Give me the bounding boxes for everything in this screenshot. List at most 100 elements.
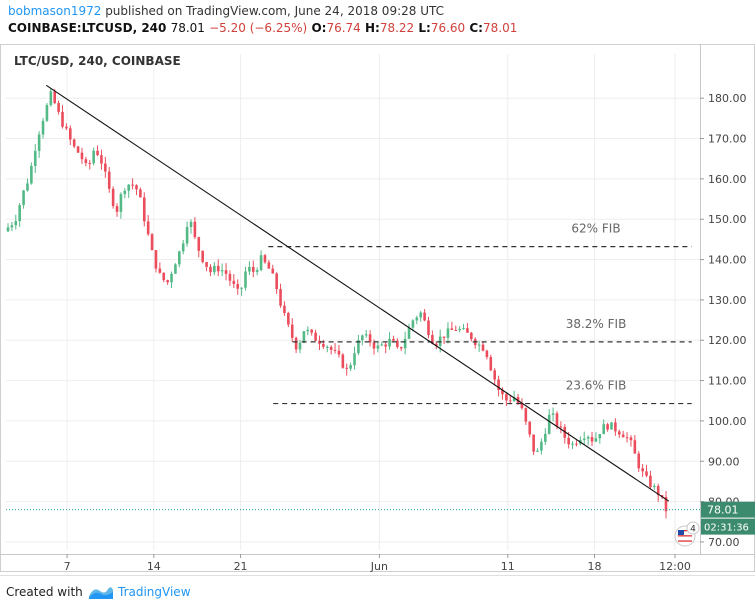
y-tick-label: 170.00 bbox=[708, 133, 747, 146]
y-tick-label: 120.00 bbox=[708, 334, 747, 347]
candle-body bbox=[477, 344, 481, 346]
trend-line bbox=[45, 84, 670, 502]
candle-body bbox=[181, 243, 185, 252]
candle-body bbox=[49, 91, 53, 106]
candle-body bbox=[18, 205, 21, 222]
candle-body bbox=[547, 414, 551, 434]
candle-body bbox=[434, 343, 438, 347]
candle-body bbox=[158, 268, 162, 273]
candle-body bbox=[664, 496, 668, 512]
low-value: 76.60 bbox=[430, 21, 466, 35]
candle-body bbox=[470, 332, 473, 340]
candle-body bbox=[244, 271, 247, 288]
candle-body bbox=[72, 139, 76, 147]
candle-body bbox=[166, 280, 169, 283]
candle-body bbox=[551, 413, 555, 415]
candle-body bbox=[466, 328, 469, 333]
candle-body bbox=[150, 234, 154, 251]
candle-body bbox=[123, 190, 127, 195]
author-link[interactable]: bobmason1972 bbox=[8, 4, 102, 18]
candle-body bbox=[392, 338, 395, 341]
candle-body bbox=[41, 120, 45, 135]
low-label: L: bbox=[418, 21, 431, 35]
candle-body bbox=[220, 270, 224, 272]
candle-body bbox=[614, 422, 617, 432]
candle-body bbox=[271, 268, 275, 274]
candle-body bbox=[146, 221, 150, 235]
candle-body bbox=[310, 329, 313, 333]
candle-body bbox=[481, 344, 485, 351]
candle-body bbox=[6, 227, 10, 232]
candle-body bbox=[462, 328, 465, 330]
candle-body bbox=[454, 329, 458, 331]
open-value: 76.74 bbox=[326, 21, 361, 35]
candle-body bbox=[357, 340, 360, 354]
candle-body bbox=[283, 305, 286, 314]
candle-body bbox=[178, 251, 181, 265]
candle-body bbox=[415, 317, 419, 321]
tradingview-logo-icon[interactable] bbox=[88, 584, 114, 600]
close-label: C: bbox=[469, 21, 483, 35]
candle-body bbox=[251, 266, 255, 272]
candle-body bbox=[100, 155, 103, 164]
price-change: −5.20 (−6.25%) bbox=[209, 21, 308, 35]
candle-body bbox=[318, 340, 321, 344]
candle-body bbox=[345, 367, 349, 369]
candle-body bbox=[228, 273, 232, 281]
candle-body bbox=[201, 250, 204, 263]
candle-body bbox=[575, 443, 578, 445]
footer: Created with TradingView bbox=[0, 575, 755, 611]
candle-body bbox=[174, 264, 177, 274]
candle-body bbox=[450, 328, 454, 330]
price-axis[interactable]: 70.0080.0090.00100.00110.00120.00130.001… bbox=[700, 44, 755, 554]
candle-body bbox=[594, 438, 598, 442]
candle-body bbox=[376, 345, 380, 349]
candle-body bbox=[170, 273, 173, 283]
candle-body bbox=[240, 287, 243, 289]
candle-body bbox=[68, 128, 72, 140]
candle-body bbox=[407, 327, 411, 339]
candle-body bbox=[372, 342, 376, 349]
candle-body bbox=[213, 265, 216, 273]
grid-lines bbox=[6, 54, 700, 550]
candle-body bbox=[57, 103, 60, 112]
candle-body bbox=[610, 422, 613, 430]
symbol-label: COINBASE:LTCUSD, 240 bbox=[8, 21, 167, 35]
candle-body bbox=[508, 400, 512, 402]
candle-body bbox=[497, 379, 500, 390]
candle-body bbox=[396, 340, 399, 348]
flag-stripe bbox=[678, 532, 692, 534]
x-tick-label: 7 bbox=[64, 560, 71, 572]
candle-body bbox=[255, 270, 259, 272]
candle-body bbox=[84, 159, 88, 164]
y-tick-label: 130.00 bbox=[708, 294, 747, 307]
candle-body bbox=[37, 134, 41, 151]
close-value: 78.01 bbox=[482, 21, 518, 35]
candle-body bbox=[236, 284, 240, 289]
annotations: 62% FIB 38.2% FIB 23.6% FIB 4 bbox=[6, 84, 700, 547]
y-tick-label: 90.00 bbox=[708, 455, 740, 468]
candle-body bbox=[384, 344, 387, 347]
chart-header: bobmason1972 published on TradingView.co… bbox=[0, 0, 755, 40]
candle-body bbox=[649, 475, 652, 488]
candle-body bbox=[189, 221, 193, 227]
last-price-label: 78.01 bbox=[707, 504, 739, 517]
time-axis[interactable]: 7 14 21 Jun 11 18 12:00 bbox=[0, 554, 755, 573]
x-tick-label: 11 bbox=[501, 560, 515, 572]
flag-stripe bbox=[678, 537, 692, 540]
y-tick-label: 140.00 bbox=[708, 254, 747, 267]
tradingview-brand[interactable]: TradingView bbox=[118, 585, 191, 599]
candle-body bbox=[92, 150, 95, 164]
candle-body bbox=[96, 150, 99, 156]
candle-body bbox=[306, 329, 310, 332]
candle-body bbox=[65, 126, 68, 129]
candle-body bbox=[232, 280, 236, 285]
candle-body bbox=[598, 434, 602, 439]
candle-body bbox=[431, 335, 434, 344]
candle-body bbox=[325, 346, 329, 348]
candle-body bbox=[287, 313, 290, 325]
candle-body bbox=[427, 320, 430, 336]
ohlc-bar: COINBASE:LTCUSD, 240 78.01 −5.20 (−6.25%… bbox=[8, 21, 517, 35]
